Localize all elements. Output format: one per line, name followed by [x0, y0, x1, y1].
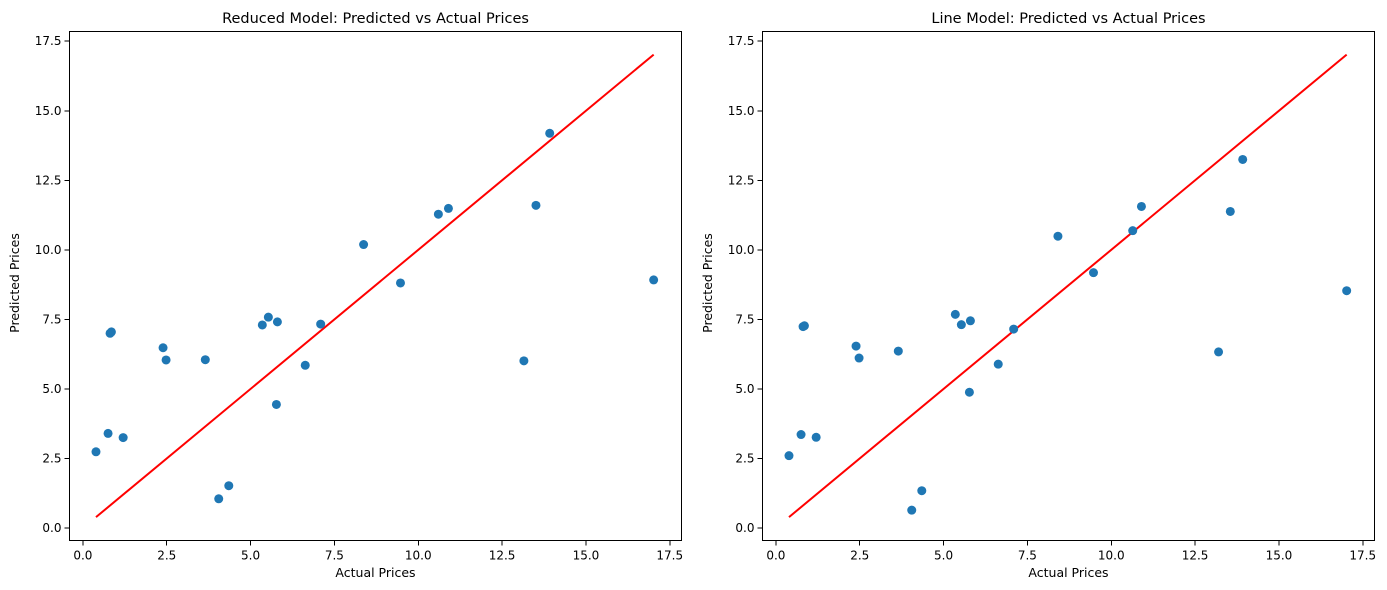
reduced-model-chart: Reduced Model: Predicted vs Actual Price… [7, 11, 683, 580]
data-point [158, 343, 168, 353]
data-point [964, 387, 974, 397]
data-point [965, 316, 975, 326]
data-point [811, 432, 821, 442]
axes-frame [762, 31, 1375, 541]
y-tick-label: 17.5 [35, 34, 62, 48]
plot-area [91, 53, 659, 518]
data-point [91, 447, 101, 457]
y-tick-label: 7.5 [735, 312, 754, 326]
data-point [799, 321, 809, 331]
x-tick-label: 0.0 [766, 549, 785, 563]
y-tick-label: 10.0 [35, 243, 62, 257]
data-point [950, 309, 960, 319]
x-tick-label: 5.0 [934, 549, 953, 563]
data-point [1136, 201, 1146, 211]
y-axis-label: Predicted Prices [7, 233, 22, 333]
data-point [118, 433, 128, 443]
y-tick-label: 5.0 [42, 382, 61, 396]
data-point [257, 320, 267, 330]
y-tick-label: 0.0 [42, 521, 61, 535]
line-model-chart: Line Model: Predicted vs Actual Prices A… [700, 11, 1376, 580]
data-point [272, 317, 282, 327]
chart-title: Reduced Model: Predicted vs Actual Price… [222, 11, 529, 27]
data-point [854, 353, 864, 363]
y-tick-label: 10.0 [728, 243, 755, 257]
data-point [993, 359, 1003, 369]
data-point [1009, 324, 1019, 334]
data-point [956, 320, 966, 330]
data-point [907, 505, 917, 515]
y-tick-label: 15.0 [35, 104, 62, 118]
data-point [200, 355, 210, 365]
y-tick-label: 2.5 [42, 451, 61, 465]
y-axis: 0.0 2.5 5.0 7.5 10.0 12.5 15.0 17.5 [728, 34, 763, 535]
data-point [1238, 154, 1248, 164]
data-point [851, 341, 861, 351]
x-tick-label: 10.0 [1098, 549, 1125, 563]
x-tick-label: 7.5 [325, 549, 344, 563]
x-tick-label: 15.0 [573, 549, 600, 563]
y-tick-label: 12.5 [728, 173, 755, 187]
y-tick-label: 15.0 [728, 104, 755, 118]
y-tick-label: 17.5 [728, 34, 755, 48]
y-axis-label: Predicted Prices [700, 233, 715, 333]
y-tick-label: 5.0 [735, 382, 754, 396]
data-point [359, 240, 369, 250]
y-tick-label: 2.5 [735, 451, 754, 465]
data-point [263, 312, 273, 322]
data-point [1088, 268, 1098, 278]
data-point [784, 451, 794, 461]
y-axis: 0.0 2.5 5.0 7.5 10.0 12.5 15.0 17.5 [35, 34, 70, 535]
plot-area [784, 53, 1352, 518]
reference-line [788, 53, 1348, 518]
y-tick-label: 7.5 [42, 312, 61, 326]
data-point [1053, 231, 1063, 241]
data-point [545, 128, 555, 138]
data-point [161, 355, 171, 365]
x-tick-label: 10.0 [405, 549, 432, 563]
data-point [316, 319, 326, 329]
x-axis: 0.0 2.5 5.0 7.5 10.0 12.5 15.0 17.5 [73, 540, 683, 563]
data-point [106, 327, 116, 337]
x-tick-label: 17.5 [1349, 549, 1376, 563]
data-point [443, 203, 453, 213]
x-tick-label: 15.0 [1266, 549, 1293, 563]
data-point [300, 360, 310, 370]
reference-line [95, 53, 655, 518]
y-tick-label: 0.0 [735, 521, 754, 535]
y-tick-label: 12.5 [35, 173, 62, 187]
chart-title: Line Model: Predicted vs Actual Prices [931, 11, 1205, 27]
data-point [395, 278, 405, 288]
x-tick-label: 2.5 [157, 549, 176, 563]
data-point [1128, 226, 1138, 236]
x-tick-label: 0.0 [73, 549, 92, 563]
data-point [893, 346, 903, 356]
data-point [796, 430, 806, 440]
data-point [519, 356, 529, 366]
x-axis-label: Actual Prices [1028, 565, 1108, 580]
data-point [917, 486, 927, 496]
data-point [1225, 206, 1235, 216]
data-point [1214, 347, 1224, 357]
x-axis-label: Actual Prices [335, 565, 415, 580]
data-point [649, 275, 659, 285]
data-point [103, 428, 113, 438]
data-point [433, 209, 443, 219]
x-tick-label: 17.5 [656, 549, 683, 563]
data-point [1342, 286, 1352, 296]
data-point [531, 200, 541, 210]
data-point [271, 399, 281, 409]
x-tick-label: 12.5 [1182, 549, 1209, 563]
x-tick-label: 2.5 [850, 549, 869, 563]
data-point [224, 481, 234, 491]
x-tick-label: 7.5 [1018, 549, 1037, 563]
x-tick-label: 12.5 [489, 549, 516, 563]
x-tick-label: 5.0 [241, 549, 260, 563]
x-axis: 0.0 2.5 5.0 7.5 10.0 12.5 15.0 17.5 [766, 540, 1376, 563]
data-point [214, 494, 224, 504]
axes-frame [69, 31, 682, 541]
